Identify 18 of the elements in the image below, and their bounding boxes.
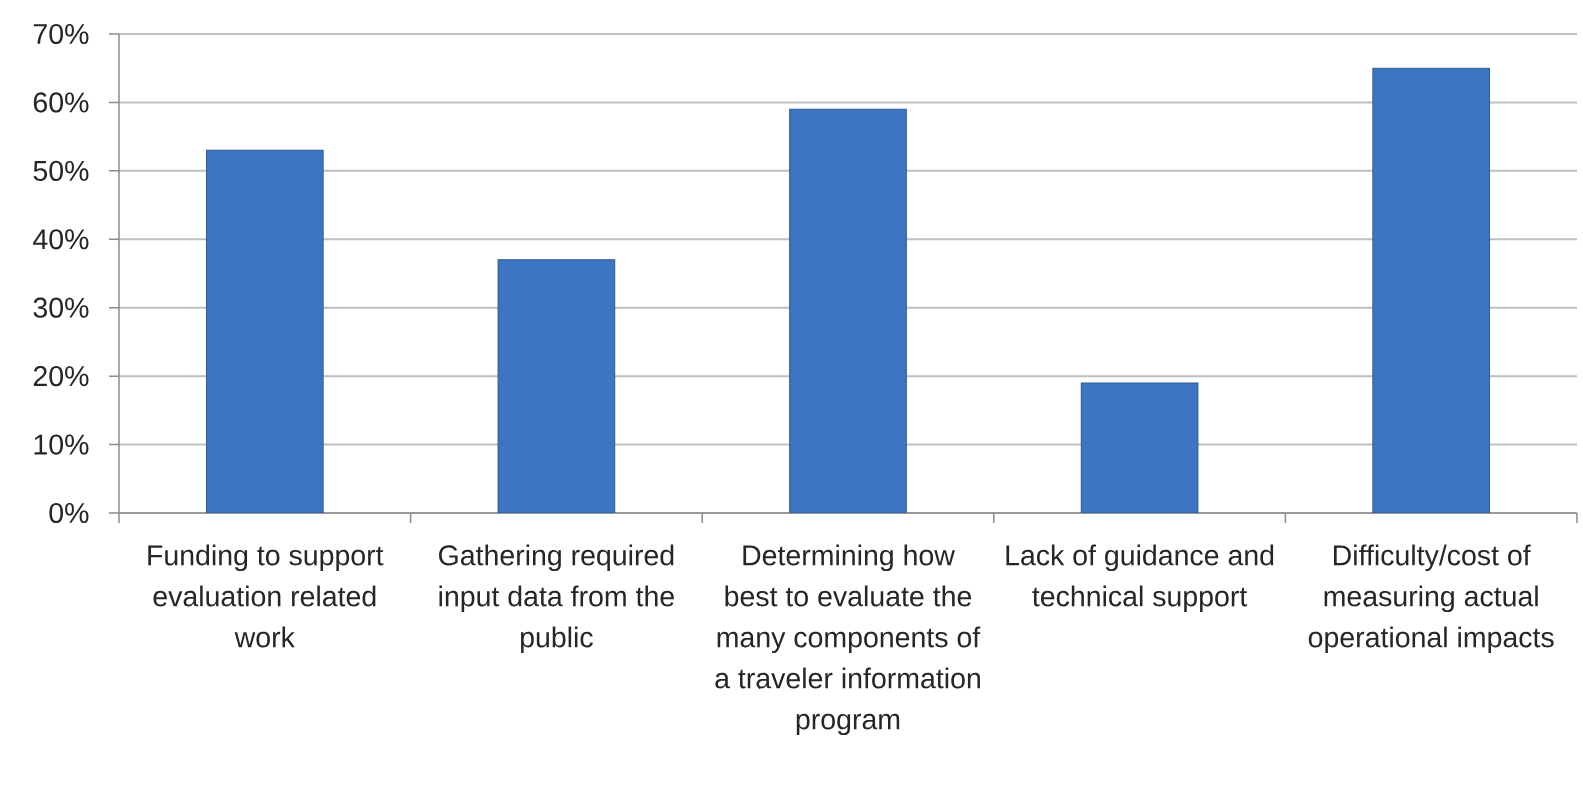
bar bbox=[1372, 67, 1491, 513]
bar bbox=[1080, 382, 1199, 513]
x-tick-label: Lack of guidance and technical support bbox=[1006, 544, 1274, 613]
y-tick-label: 50% bbox=[33, 160, 89, 181]
y-tick-label: 40% bbox=[33, 229, 89, 250]
x-tick-label: Determining how best to evaluate the many components of a traveler information program bbox=[715, 544, 981, 736]
bar bbox=[205, 149, 324, 513]
y-tick-label: 30% bbox=[33, 297, 89, 318]
y-tick-label: 0% bbox=[49, 502, 89, 524]
x-tick-label: Gathering required input data from the public bbox=[439, 544, 674, 654]
y-tick-label: 20% bbox=[33, 366, 89, 387]
y-tick-label: 10% bbox=[34, 434, 89, 455]
x-tick-label: Funding to support evaluation related work bbox=[148, 544, 384, 648]
x-tick-label: Difficulty/cost of measuring actual operational impacts bbox=[1308, 544, 1554, 654]
y-tick-label: 70% bbox=[33, 23, 89, 45]
bar bbox=[789, 108, 907, 513]
y-tick-label: 60% bbox=[33, 92, 89, 113]
bar bbox=[497, 259, 616, 513]
